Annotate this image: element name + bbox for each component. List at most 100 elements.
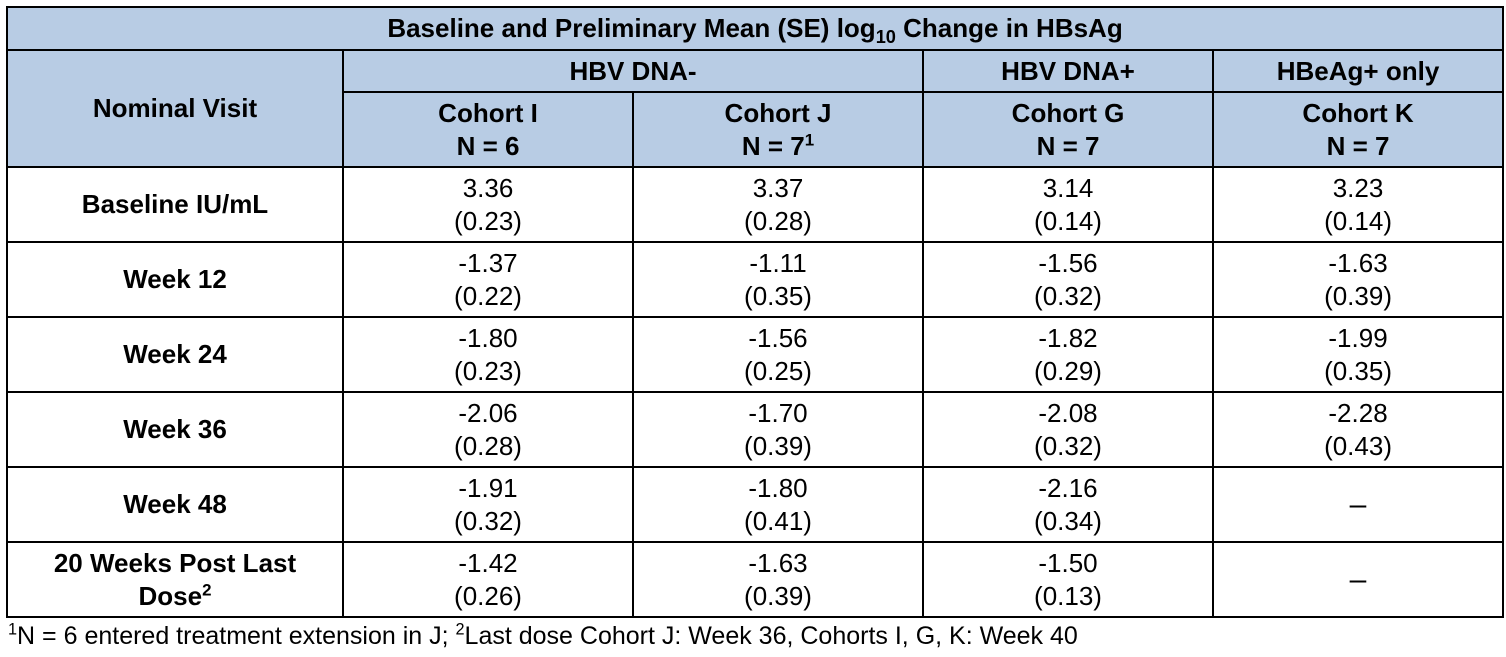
row-label-text: 20 Weeks Post Last Dose	[54, 548, 296, 611]
cell-mean: -1.80	[352, 322, 624, 355]
data-cell: -1.99(0.35)	[1213, 317, 1503, 392]
cohort-n: N = 6	[457, 131, 520, 161]
data-cell: -1.42(0.26)	[343, 542, 633, 617]
cell-se: (0.23)	[352, 355, 624, 388]
data-cell: 3.23(0.14)	[1213, 167, 1503, 242]
data-cell: -2.08(0.32)	[923, 392, 1213, 467]
row-label-text: Week 24	[123, 339, 227, 369]
cell-se: (0.32)	[932, 430, 1204, 463]
cell-se: (0.23)	[352, 205, 624, 238]
hbsag-change-table: Baseline and Preliminary Mean (SE) log10…	[6, 6, 1504, 618]
cohort-header-i: Cohort I N = 6	[343, 92, 633, 167]
title-post: Change in HBsAg	[896, 13, 1123, 43]
footnote-text-2: Last dose Cohort J: Week 36, Cohorts I, …	[465, 622, 1078, 650]
title-pre: Baseline and Preliminary Mean (SE) log	[387, 13, 875, 43]
cell-se: (0.14)	[1222, 205, 1494, 238]
cell-mean: -2.08	[932, 397, 1204, 430]
table-title: Baseline and Preliminary Mean (SE) log10…	[7, 7, 1503, 50]
cohort-n-sup: 1	[805, 130, 814, 149]
cell-se: (0.41)	[642, 505, 914, 538]
data-cell: -2.28(0.43)	[1213, 392, 1503, 467]
data-cell: –	[1213, 467, 1503, 542]
data-cell: -1.11(0.35)	[633, 242, 923, 317]
footnote-sup-2: 2	[456, 621, 465, 639]
cell-mean: 3.23	[1222, 172, 1494, 205]
table-row: Week 36-2.06(0.28)-1.70(0.39)-2.08(0.32)…	[7, 392, 1503, 467]
cohort-name: Cohort I	[438, 98, 538, 128]
cohort-n: N = 7	[1037, 131, 1100, 161]
cell-se: (0.35)	[642, 280, 914, 313]
data-cell: 3.37(0.28)	[633, 167, 923, 242]
data-cell: -1.63(0.39)	[1213, 242, 1503, 317]
data-cell: 3.14(0.14)	[923, 167, 1213, 242]
cell-mean: -1.11	[642, 247, 914, 280]
data-cell: -1.50(0.13)	[923, 542, 1213, 617]
data-cell: –	[1213, 542, 1503, 617]
cell-mean: -1.37	[352, 247, 624, 280]
cell-mean: -1.99	[1222, 322, 1494, 355]
table-row: Week 24-1.80(0.23)-1.56(0.25)-1.82(0.29)…	[7, 317, 1503, 392]
cohort-name: Cohort K	[1302, 98, 1413, 128]
cell-se: (0.35)	[1222, 355, 1494, 388]
cell-dash: –	[1350, 563, 1367, 596]
data-cell: -1.56(0.25)	[633, 317, 923, 392]
row-label-sup: 2	[202, 580, 211, 599]
cell-mean: -1.63	[1222, 247, 1494, 280]
row-label-text: Week 36	[123, 414, 227, 444]
cell-se: (0.14)	[932, 205, 1204, 238]
cell-se: (0.34)	[932, 505, 1204, 538]
row-label-text: Baseline IU/mL	[82, 189, 268, 219]
data-cell: -1.56(0.32)	[923, 242, 1213, 317]
cell-mean: -1.50	[932, 547, 1204, 580]
cell-mean: 3.37	[642, 172, 914, 205]
cohort-header-j: Cohort J N = 71	[633, 92, 923, 167]
data-cell: 3.36(0.23)	[343, 167, 633, 242]
data-cell: -1.37(0.22)	[343, 242, 633, 317]
cell-se: (0.43)	[1222, 430, 1494, 463]
cell-mean: -2.06	[352, 397, 624, 430]
data-cell: -1.91(0.32)	[343, 467, 633, 542]
cell-mean: -2.28	[1222, 397, 1494, 430]
group-header-dna-pos: HBV DNA+	[923, 50, 1213, 93]
data-cell: -1.80(0.23)	[343, 317, 633, 392]
footnote-text-1: N = 6 entered treatment extension in J;	[17, 622, 455, 650]
cell-dash: –	[1350, 488, 1367, 521]
cohort-n: N = 7	[1327, 131, 1390, 161]
cell-se: (0.25)	[642, 355, 914, 388]
row-label: Baseline IU/mL	[7, 167, 343, 242]
table-row: Week 48 -1.91(0.32)-1.80(0.41)-2.16(0.34)…	[7, 467, 1503, 542]
data-cell: -1.70(0.39)	[633, 392, 923, 467]
data-cell: -2.06(0.28)	[343, 392, 633, 467]
cell-se: (0.39)	[642, 430, 914, 463]
cohort-name: Cohort J	[725, 98, 832, 128]
cell-se: (0.22)	[352, 280, 624, 313]
cohort-n: N = 7	[742, 131, 805, 161]
data-cell: -1.80(0.41)	[633, 467, 923, 542]
footnote-sup-1: 1	[8, 621, 17, 639]
cell-mean: -1.91	[352, 472, 624, 505]
table-row: Baseline IU/mL3.36(0.23)3.37(0.28)3.14(0…	[7, 167, 1503, 242]
cell-se: (0.29)	[932, 355, 1204, 388]
row-label: 20 Weeks Post Last Dose2	[7, 542, 343, 617]
title-subscript: 10	[876, 27, 896, 47]
cell-se: (0.26)	[352, 580, 624, 613]
group-header-hbeag: HBeAg+ only	[1213, 50, 1503, 93]
data-cell: -1.63(0.39)	[633, 542, 923, 617]
table-footnote: 1N = 6 entered treatment extension in J;…	[6, 618, 1504, 651]
data-cell: -2.16(0.34)	[923, 467, 1213, 542]
cell-mean: 3.14	[932, 172, 1204, 205]
cell-se: (0.39)	[1222, 280, 1494, 313]
group-header-dna-neg: HBV DNA-	[343, 50, 923, 93]
cell-mean: -1.82	[932, 322, 1204, 355]
row-label-text: Week 48	[123, 489, 227, 519]
row-label-text: Week 12	[123, 264, 227, 294]
cohort-name: Cohort G	[1012, 98, 1125, 128]
cell-mean: 3.36	[352, 172, 624, 205]
table-body: Baseline IU/mL3.36(0.23)3.37(0.28)3.14(0…	[7, 167, 1503, 617]
cell-se: (0.28)	[642, 205, 914, 238]
cohort-header-g: Cohort G N = 7	[923, 92, 1213, 167]
row-header-label: Nominal Visit	[7, 50, 343, 168]
row-label: Week 12	[7, 242, 343, 317]
row-label: Week 48	[7, 467, 343, 542]
cell-se: (0.28)	[352, 430, 624, 463]
